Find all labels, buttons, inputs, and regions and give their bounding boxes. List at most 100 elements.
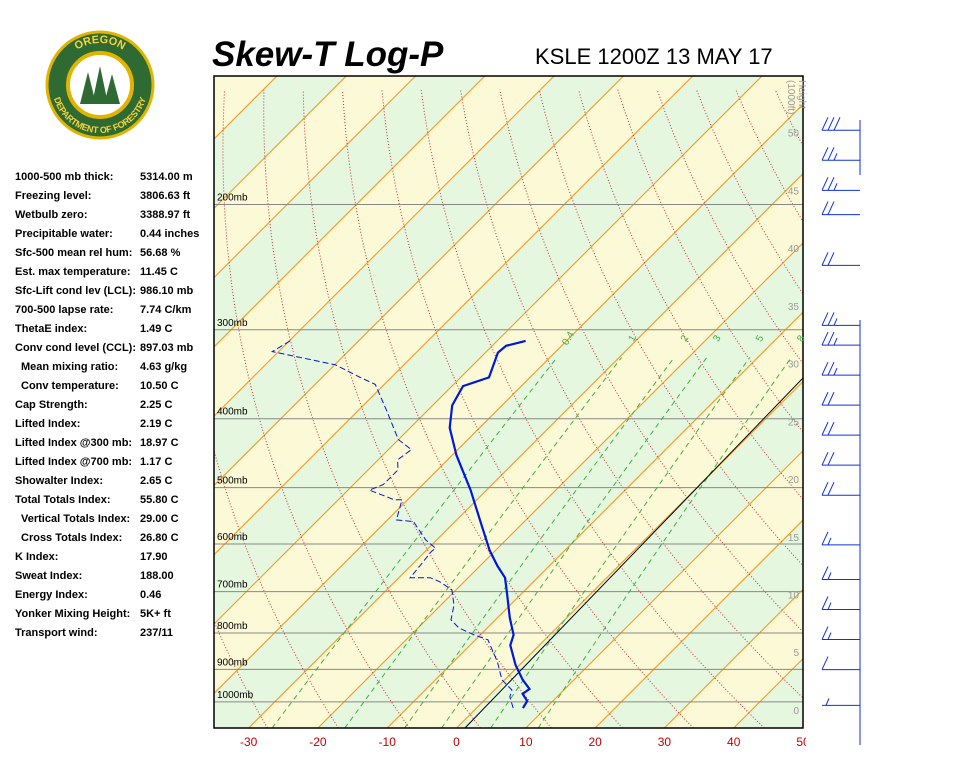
x-tick-label: 0 <box>453 735 460 749</box>
wind-barb <box>821 312 860 326</box>
stat-label: Sfc-500 mean rel hum: <box>15 247 132 259</box>
isotherm <box>248 172 803 728</box>
isotherm <box>317 242 803 728</box>
stat-value: 5K+ ft <box>140 608 171 620</box>
stat-label: Showalter Index: <box>15 475 103 487</box>
x-tick-label: 30 <box>658 735 672 749</box>
height-axis-title: Height <box>796 80 807 109</box>
isotherm <box>594 519 803 728</box>
stat-value: 2.65 C <box>140 475 172 487</box>
isotherm <box>214 76 555 418</box>
mixing-ratio-line <box>404 357 675 728</box>
isotherm <box>872 76 960 728</box>
stat-label: Lifted Index: <box>15 418 80 430</box>
stat-value: 0.46 <box>140 589 161 601</box>
stat-value: 2.25 C <box>140 399 172 411</box>
height-tick-label: 30 <box>788 360 800 371</box>
wind-barb <box>821 252 860 266</box>
logo-top-text: OREGON <box>73 34 128 53</box>
stat-value: 7.74 C/km <box>140 304 192 316</box>
dry-adiabat <box>222 89 410 728</box>
y-tick-label: 400mb <box>217 407 248 418</box>
mixing-ratio-label: 1 <box>627 333 640 344</box>
logo-top: OREGON <box>73 34 128 53</box>
y-tick-label: 600mb <box>217 532 248 543</box>
stat-value: 3388.97 ft <box>140 209 190 221</box>
stats: 1000-500 mb thick: 5314.00 m Freezing leve… <box>15 171 199 639</box>
stat-label: Cap Strength: <box>15 399 88 411</box>
background-band <box>214 76 803 694</box>
chart-subtitle: KSLE 1200Z 13 MAY 17 <box>535 44 773 69</box>
wind-barb <box>822 698 860 706</box>
temperature-line <box>448 339 532 709</box>
wind-barb <box>821 201 860 216</box>
stat-label: ThetaE index: <box>15 323 87 335</box>
height-tick-label: 20 <box>788 475 800 486</box>
stat-label: Mean mixing ratio: <box>21 361 118 373</box>
plot-area <box>214 76 960 728</box>
stat-value: 5314.00 m <box>140 171 193 183</box>
y-tick-label: 300mb <box>217 318 248 329</box>
wind-barbs <box>821 117 860 706</box>
stat-label: Sweat Index: <box>15 570 82 582</box>
stat-label: Est. max temperature: <box>15 266 131 278</box>
height-tick-label: 50 <box>788 129 800 140</box>
wind-barb <box>821 147 860 161</box>
mixing-ratio-line <box>344 357 622 728</box>
mixing-ratio-label: 5 <box>754 333 767 344</box>
wind-barb <box>821 566 860 580</box>
y-tick-label: 800mb <box>217 621 248 632</box>
wind-barb <box>821 391 860 406</box>
stat-value: 1.17 C <box>140 456 172 468</box>
y-tick-label: 700mb <box>217 580 248 591</box>
dry-adiabat <box>893 90 960 728</box>
stat-value: 26.80 C <box>140 532 179 544</box>
stat-value: 2.19 C <box>140 418 172 430</box>
isotherm <box>214 76 694 556</box>
x-tick-label: 40 <box>727 735 741 749</box>
mixing-ratio-line <box>441 357 708 728</box>
stat-value: 29.00 C <box>140 513 179 525</box>
stat-value: 188.00 <box>140 570 174 582</box>
stat-label: 1000-500 mb thick: <box>15 171 113 183</box>
stat-value: 18.97 C <box>140 437 179 449</box>
isotherm <box>214 103 803 695</box>
x-tick-label: -20 <box>309 735 327 749</box>
stat-value: 237/11 <box>140 627 173 639</box>
wind-barb <box>821 451 860 466</box>
x-tick-label: 20 <box>588 735 602 749</box>
chart-title: Skew-T Log-P <box>212 35 444 74</box>
wind-barb <box>821 421 860 436</box>
dry-adiabat <box>302 89 552 728</box>
stat-label: Lifted Index @300 mb: <box>15 437 132 449</box>
wind-barb <box>821 361 860 376</box>
wind-barb <box>821 531 860 546</box>
stat-label: Sfc-Lift cond lev (LCL): <box>15 285 136 297</box>
isotherm <box>214 76 624 487</box>
x-tick-label: -10 <box>379 735 397 749</box>
isotherm <box>214 76 763 625</box>
stat-value: 986.10 mb <box>140 285 193 297</box>
mixing-ratio-label: 2 <box>679 333 692 344</box>
height-tick-label: 10 <box>788 591 800 602</box>
stat-label: Conv temperature: <box>21 380 119 392</box>
stat-label: Cross Totals Index: <box>21 532 122 544</box>
x-tick-label: 10 <box>519 735 533 749</box>
dry-adiabat <box>578 89 803 500</box>
x-tick-label: 50 <box>796 735 810 749</box>
wind-barb <box>821 656 860 671</box>
wind-barb <box>821 596 860 611</box>
stat-value: 17.90 <box>140 551 168 563</box>
stat-label: Conv cond level (CCL): <box>15 342 136 354</box>
isotherm <box>214 76 486 348</box>
logo: OREGON DEPARTMENT OF FORESTRY <box>45 30 155 140</box>
stat-value: 3806.63 ft <box>140 190 190 202</box>
dewpoint-line <box>270 339 514 709</box>
isotherm <box>525 449 803 728</box>
mixing-ratio-line <box>537 357 792 728</box>
stat-value: 10.50 C <box>140 380 179 392</box>
stat-label: Transport wind: <box>15 627 98 639</box>
stat-value: 56.68 % <box>140 247 181 259</box>
y-tick-label: 1000mb <box>217 690 254 701</box>
